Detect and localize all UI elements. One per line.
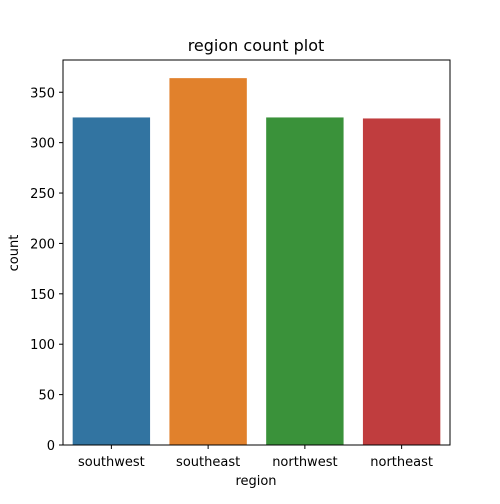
- bar-southeast: [169, 78, 247, 445]
- y-tick-label: 0: [47, 439, 55, 454]
- x-axis-label: region: [235, 474, 276, 489]
- y-tick-label: 200: [30, 237, 55, 252]
- x-tick-label: northwest: [272, 455, 337, 470]
- chart-title: region count plot: [188, 36, 325, 55]
- x-tick-label: northeast: [370, 455, 433, 470]
- y-tick-label: 100: [30, 338, 55, 353]
- x-tick-label: southeast: [176, 455, 240, 470]
- x-axis-ticks: southwest southeast northwest northeast: [78, 445, 433, 470]
- y-axis-ticks: 0 50 100 150 200 250 300 350: [30, 86, 63, 454]
- y-tick-label: 350: [30, 86, 55, 101]
- bar-southwest: [72, 117, 151, 446]
- y-tick-label: 300: [30, 137, 55, 152]
- x-tick-label: southwest: [78, 455, 145, 470]
- y-tick-label: 50: [38, 389, 55, 404]
- y-tick-label: 250: [30, 187, 55, 202]
- y-axis-label: count: [7, 235, 22, 272]
- bars-group: [72, 78, 441, 446]
- plot-frame: [62, 59, 451, 446]
- y-tick-label: 150: [30, 288, 55, 303]
- bar-northeast: [362, 118, 441, 445]
- bar-northwest: [266, 117, 344, 446]
